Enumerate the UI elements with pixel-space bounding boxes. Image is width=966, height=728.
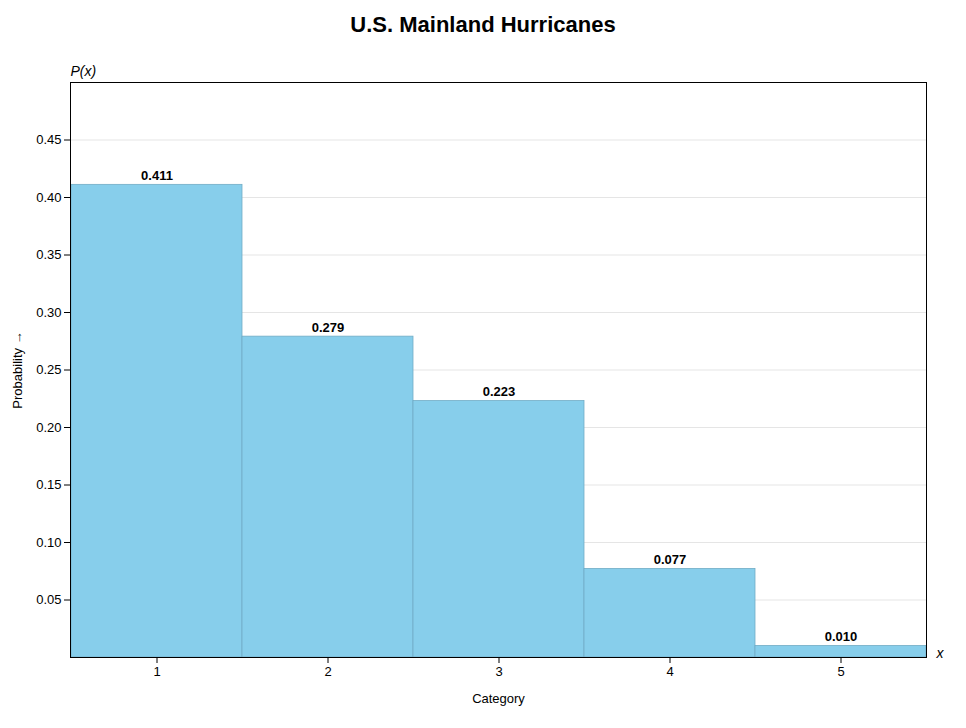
svg-text:5: 5 bbox=[837, 664, 844, 679]
svg-text:0.40: 0.40 bbox=[36, 190, 61, 205]
svg-text:x: x bbox=[936, 645, 945, 661]
html-text:U.S. Mainland Hurricanes: U.S. Mainland Hurricanes bbox=[350, 12, 616, 37]
svg-text:Probability →: Probability → bbox=[10, 331, 25, 408]
svg-text:0.45: 0.45 bbox=[36, 132, 61, 147]
svg-text:4: 4 bbox=[666, 664, 673, 679]
svg-text:0.30: 0.30 bbox=[36, 305, 61, 320]
svg-text:P(x): P(x) bbox=[71, 63, 97, 79]
svg-text:Category: Category bbox=[472, 691, 525, 706]
svg-text:0.223: 0.223 bbox=[483, 384, 516, 399]
svg-text:3: 3 bbox=[495, 664, 502, 679]
svg-text:0.15: 0.15 bbox=[36, 477, 61, 492]
svg-text:0.25: 0.25 bbox=[36, 362, 61, 377]
svg-text:0.279: 0.279 bbox=[312, 320, 345, 335]
svg-text:0.35: 0.35 bbox=[36, 247, 61, 262]
svg-text:0.010: 0.010 bbox=[825, 629, 858, 644]
svg-text:0.077: 0.077 bbox=[654, 552, 687, 567]
svg-text:0.05: 0.05 bbox=[36, 592, 61, 607]
svg-text:2: 2 bbox=[324, 664, 331, 679]
svg-text:0.10: 0.10 bbox=[36, 535, 61, 550]
svg-text:0.20: 0.20 bbox=[36, 420, 61, 435]
svg-text:1: 1 bbox=[153, 664, 160, 679]
svg-text:0.411: 0.411 bbox=[141, 168, 173, 183]
